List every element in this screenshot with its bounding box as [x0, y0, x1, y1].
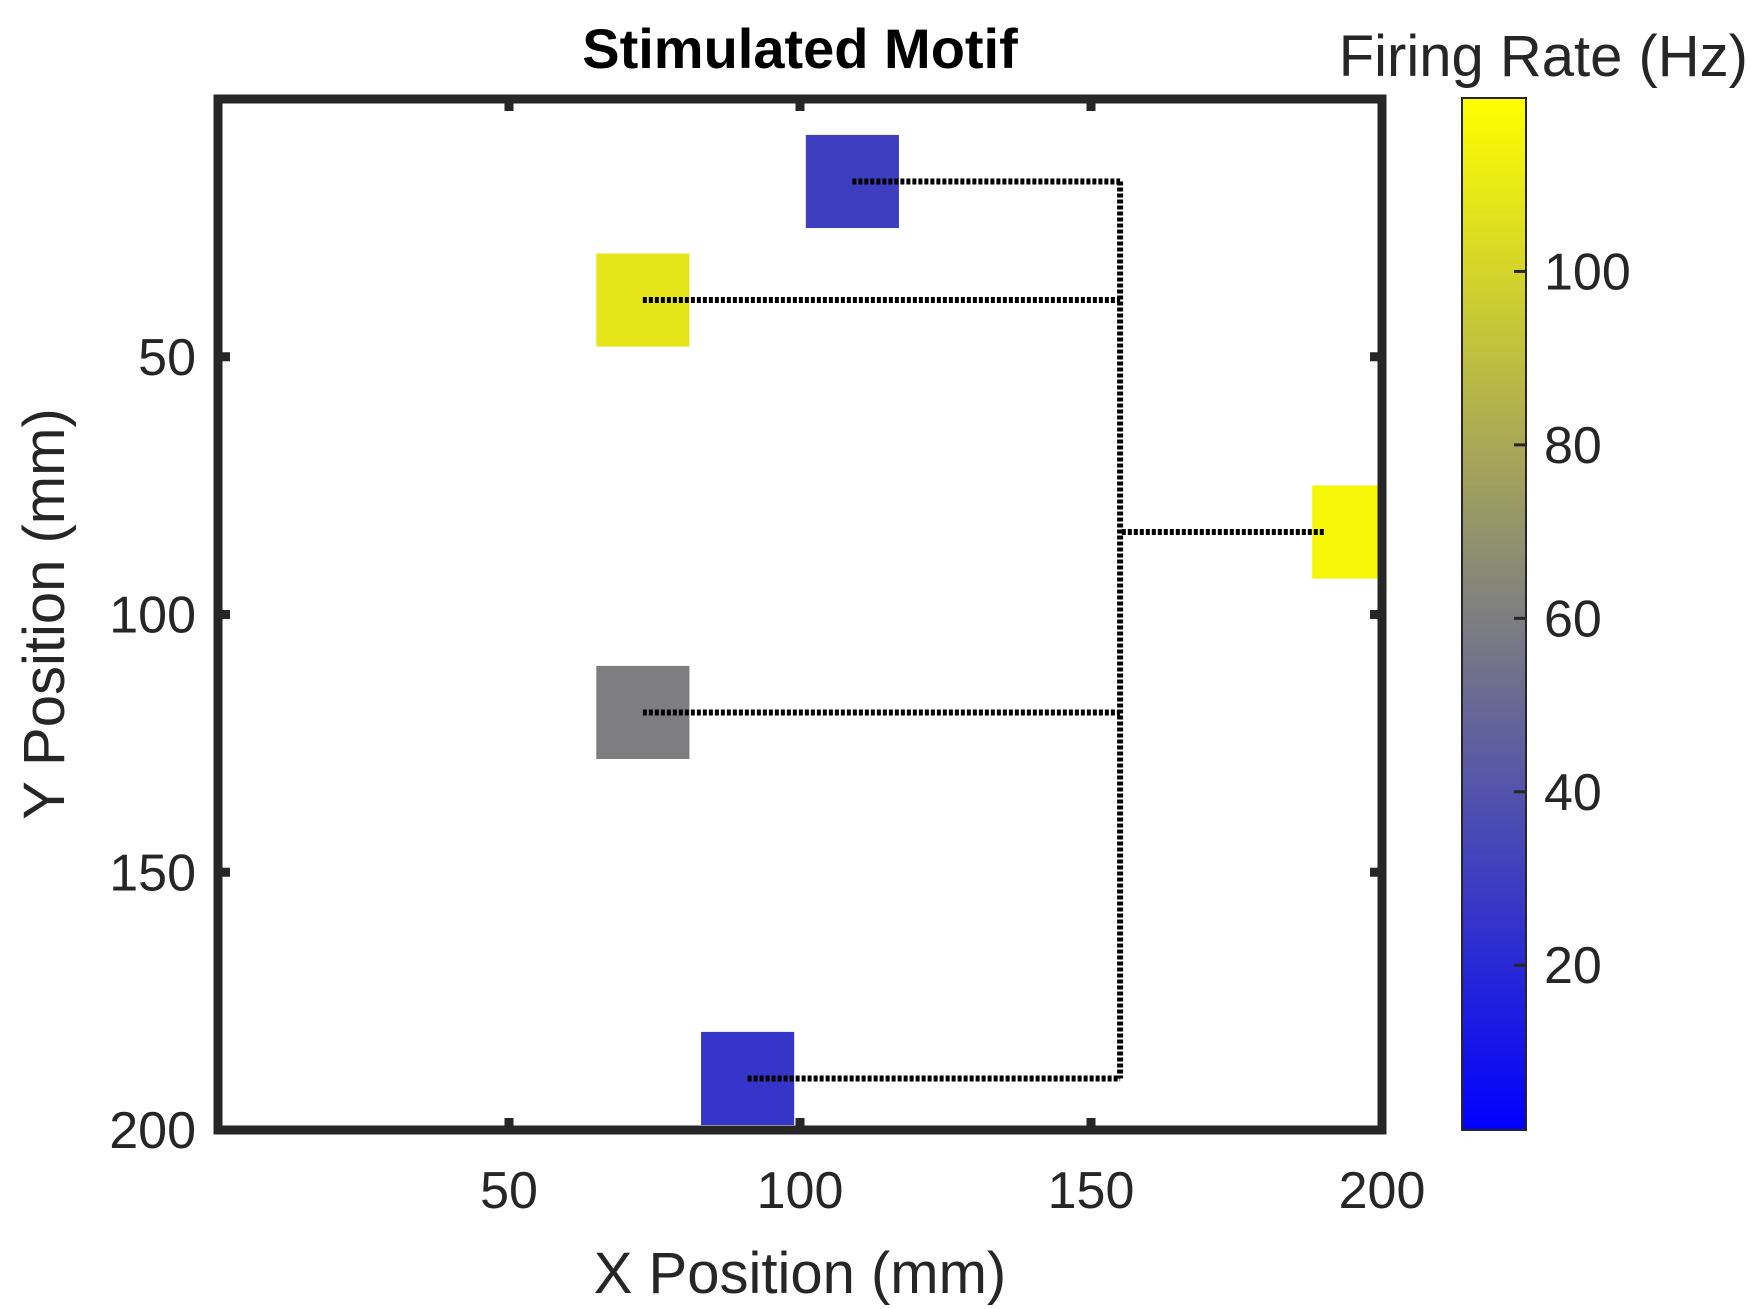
y-axis-label: Y Position (mm)	[12, 408, 77, 819]
colorbar-tick-label: 80	[1544, 417, 1602, 475]
x-axis-label: X Position (mm)	[594, 1241, 1007, 1306]
y-tick-label: 50	[138, 329, 196, 387]
y-tick-label: 100	[109, 587, 196, 645]
colorbar-tick-label: 100	[1544, 243, 1631, 301]
y-tick-label: 150	[109, 844, 196, 902]
y-axis: 50 100 150 200	[109, 329, 1382, 1160]
x-tick-label: 150	[1048, 1162, 1135, 1220]
x-tick-label: 100	[757, 1162, 844, 1220]
plot-content	[596, 134, 1382, 1126]
colorbar-tick-label: 60	[1544, 590, 1602, 648]
chart-title: Stimulated Motif	[582, 17, 1018, 80]
colorbar-axis: 20 40 60 80 100	[1514, 243, 1631, 995]
colorbar-label: Firing Rate (Hz)	[1339, 24, 1748, 89]
colorbar-tick-label: 20	[1544, 937, 1602, 995]
x-tick-label: 200	[1339, 1162, 1426, 1220]
x-axis: 50 100 150 200	[480, 99, 1425, 1220]
y-tick-label: 200	[109, 1102, 196, 1160]
colorbar-tick-label: 40	[1544, 764, 1602, 822]
plot-frame	[213, 94, 1387, 1135]
x-tick-label: 50	[480, 1162, 538, 1220]
colorbar	[1461, 97, 1527, 1131]
